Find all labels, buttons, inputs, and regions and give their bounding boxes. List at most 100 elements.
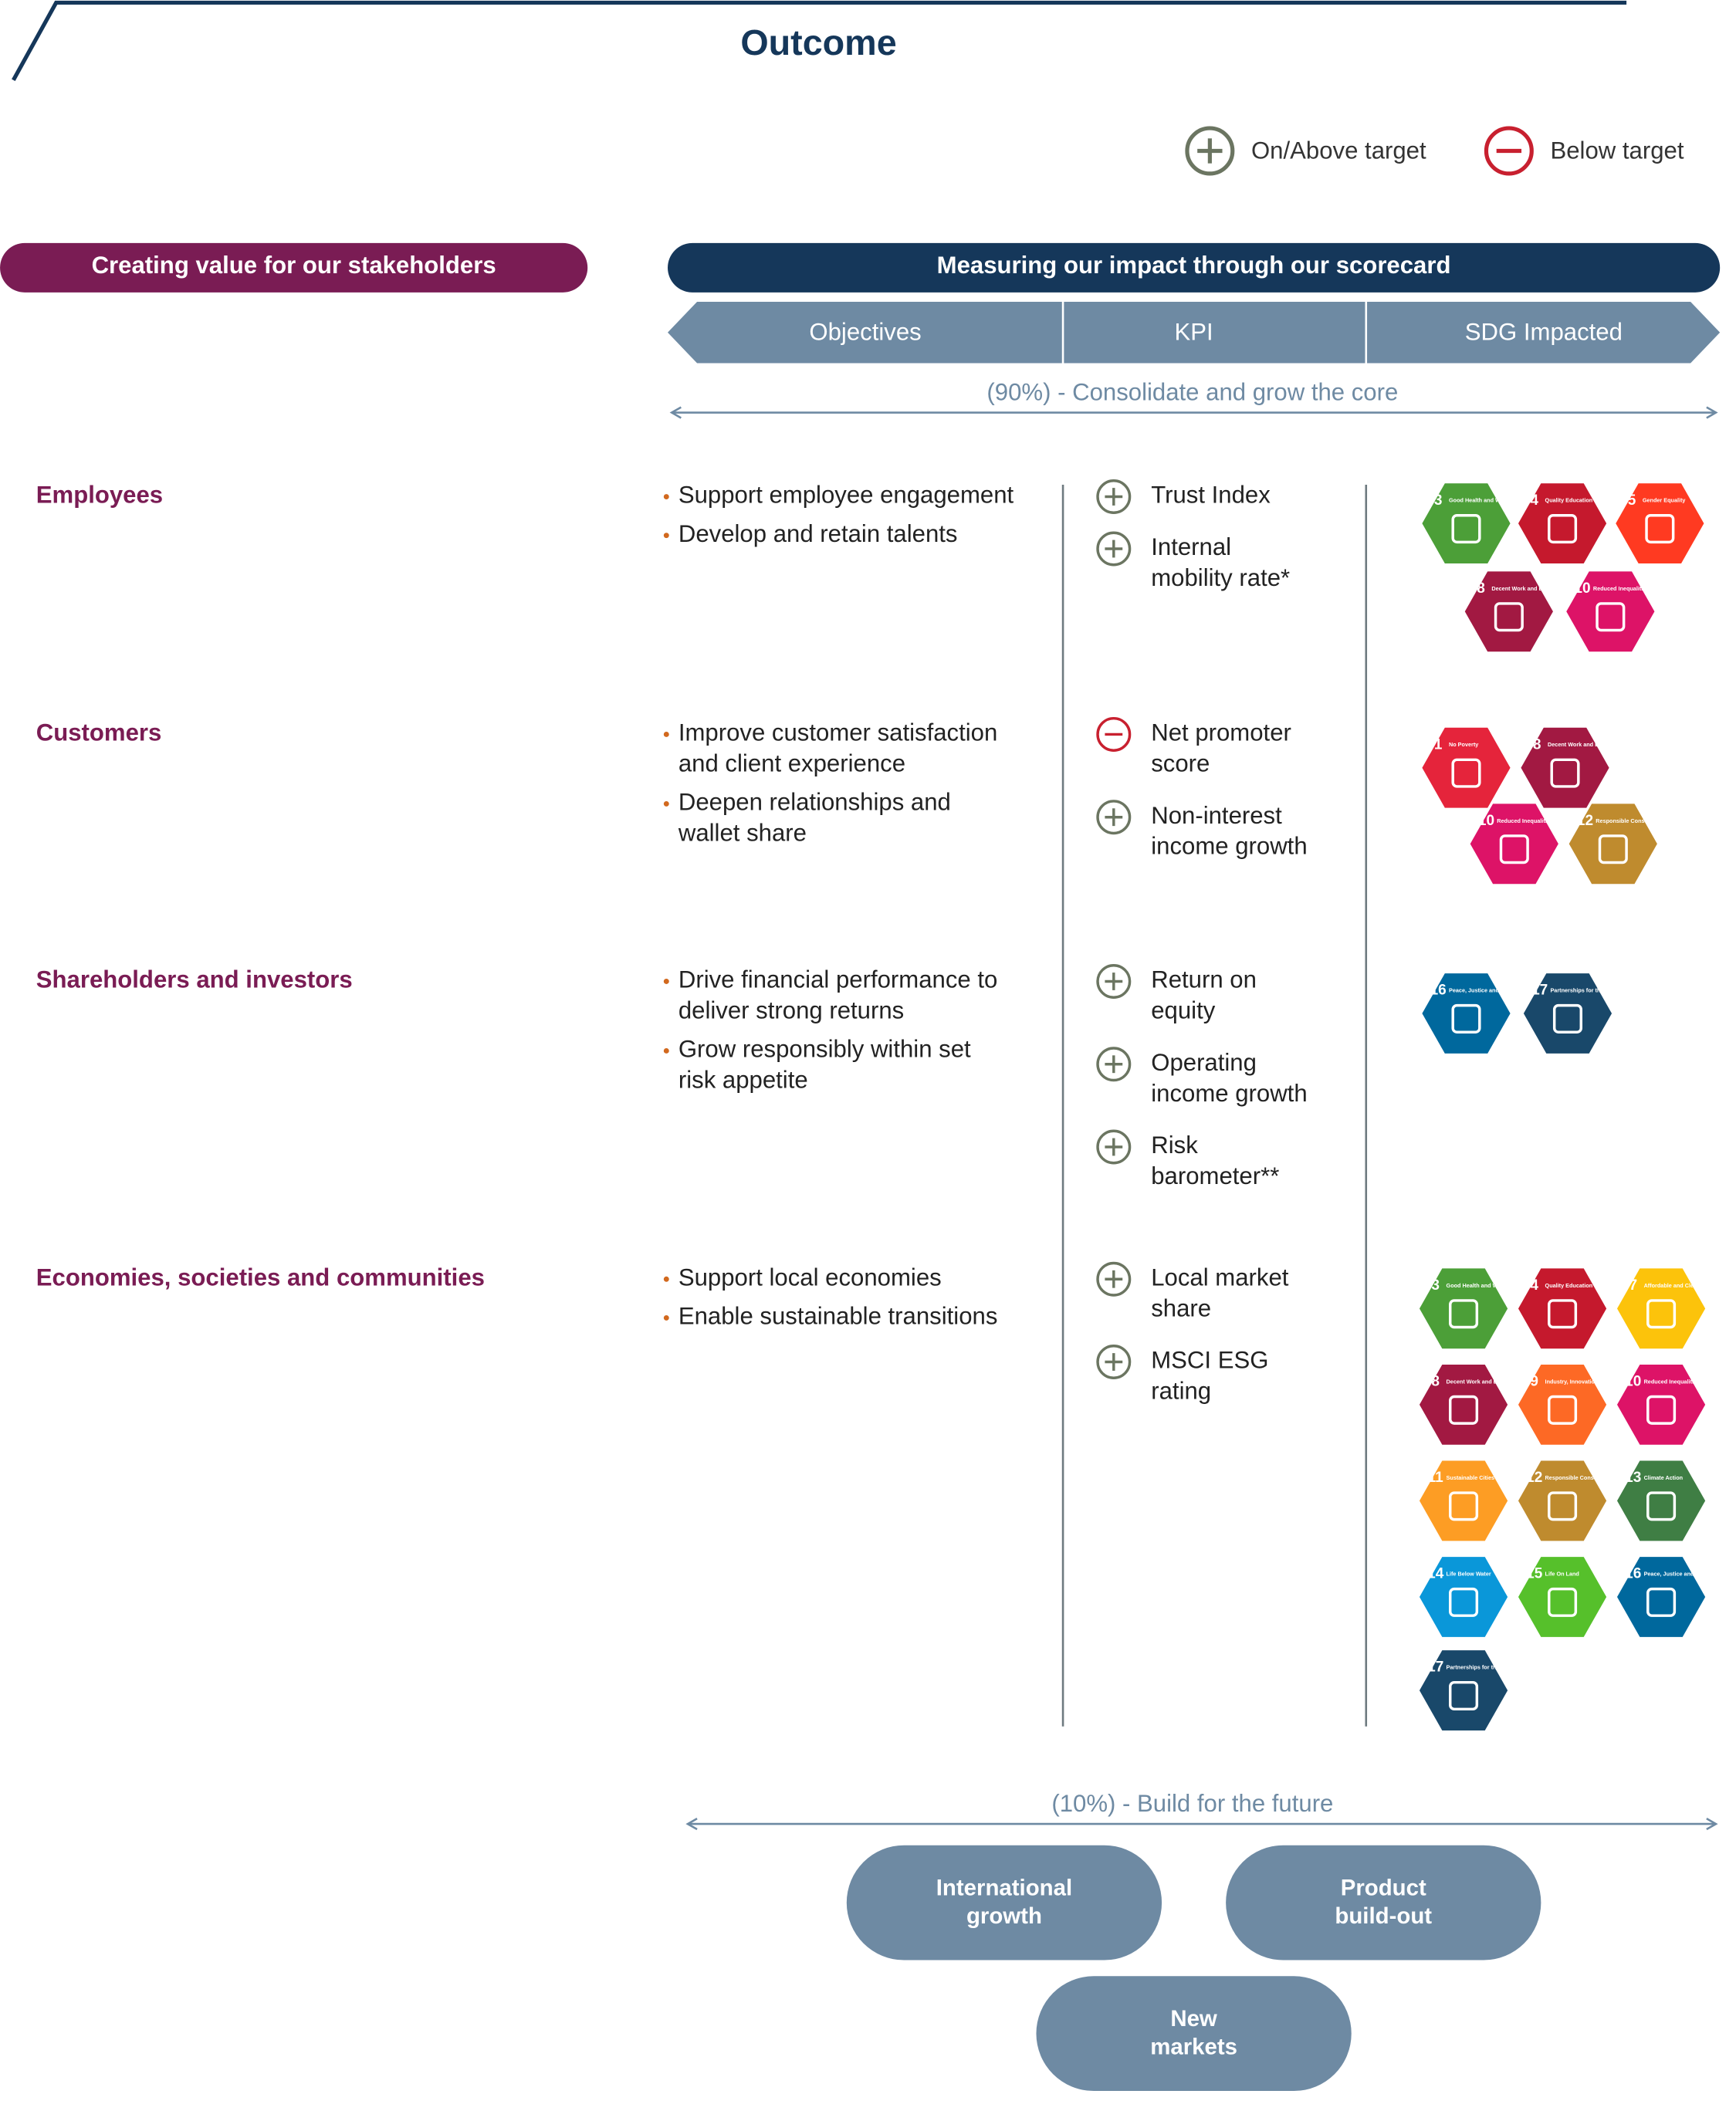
sdg-number: 3 bbox=[1431, 1277, 1440, 1294]
sdg-hexagon: 15 Life On Land bbox=[1518, 1557, 1607, 1637]
sdg-shape bbox=[1518, 1268, 1607, 1349]
sdg-hexagon: 1 No Poverty bbox=[1422, 727, 1511, 808]
sdg-number: 13 bbox=[1625, 1470, 1641, 1486]
sdg-shape bbox=[1470, 803, 1558, 885]
kpi-text: Operating bbox=[1151, 1049, 1257, 1076]
sdg-glyph bbox=[1449, 1680, 1479, 1711]
sdg-glyph bbox=[1596, 602, 1626, 632]
sdg-shape bbox=[1422, 973, 1511, 1054]
kpi-text: Local market bbox=[1151, 1264, 1289, 1291]
future-label: (10%) - Build for the future bbox=[1051, 1790, 1333, 1817]
sdg-hexagon: 5 Gender Equality bbox=[1616, 483, 1704, 564]
sdg-number: 9 bbox=[1530, 1373, 1538, 1389]
objective-text: Grow responsibly within set bbox=[678, 1036, 971, 1063]
kpi-text: equity bbox=[1151, 996, 1215, 1023]
top-rule bbox=[12, 0, 1627, 82]
sdg-glyph bbox=[1548, 1299, 1578, 1329]
objective-text: deliver strong returns bbox=[678, 996, 904, 1023]
sdg-name: No Poverty bbox=[1449, 741, 1478, 748]
sdg-shape bbox=[1518, 1364, 1607, 1445]
sdg-name: Partnerships for the Goals bbox=[1447, 1664, 1517, 1671]
sdg-number: 8 bbox=[1477, 580, 1485, 597]
sdg-name: Affordable and Clean Energy bbox=[1644, 1282, 1721, 1289]
bullet bbox=[663, 1314, 669, 1321]
kpi-text: MSCI ESG bbox=[1151, 1347, 1268, 1374]
sdg-name: Sustainable Cities and Communities bbox=[1447, 1474, 1543, 1481]
sdg-glyph bbox=[1451, 514, 1481, 544]
objective-text: wallet share bbox=[678, 819, 807, 846]
sdg-shape bbox=[1419, 1364, 1508, 1445]
minus-icon bbox=[1096, 716, 1132, 752]
plus-icon bbox=[1096, 1261, 1132, 1297]
sdg-hexagon: 16 Peace, Justice and Strong Institutions bbox=[1422, 973, 1550, 1054]
minus-icon bbox=[1484, 126, 1534, 176]
sdg-glyph bbox=[1451, 758, 1481, 788]
sdg-hexagon: 13 Climate Action bbox=[1616, 1460, 1706, 1541]
future-pill bbox=[846, 1845, 1162, 1960]
objective-text: risk appetite bbox=[678, 1066, 808, 1093]
objective-text: Support employee engagement bbox=[678, 482, 1014, 509]
kpi-text: barometer** bbox=[1151, 1162, 1279, 1189]
objective-text: Improve customer satisfaction bbox=[678, 719, 997, 746]
sdg-number: 8 bbox=[1431, 1373, 1440, 1389]
sdg-glyph bbox=[1598, 834, 1628, 864]
kpi-text: Internal bbox=[1151, 533, 1231, 560]
sdg-name: Good Health and Well-being bbox=[1449, 497, 1524, 504]
sdg-shape bbox=[1566, 571, 1655, 652]
plus-icon bbox=[1096, 1129, 1132, 1165]
sdg-number: 4 bbox=[1530, 492, 1538, 509]
sdg-hexagon: 12 Responsible Consumption and Production bbox=[1568, 803, 1709, 885]
sdg-glyph bbox=[1548, 1395, 1578, 1425]
kpi-text: Non-interest bbox=[1151, 802, 1282, 829]
bullet bbox=[663, 731, 669, 737]
sdg-hexagon: 8 Decent Work and Economic Growth bbox=[1419, 1364, 1541, 1445]
sdg-hexagon: 10 Reduced Inequalities bbox=[1616, 1364, 1706, 1445]
sdg-hexagon: 3 Good Health and Well-being bbox=[1419, 1268, 1521, 1349]
sdg-shape bbox=[1616, 483, 1704, 564]
column-band bbox=[668, 301, 1721, 364]
objective-text: Deepen relationships and bbox=[678, 789, 951, 816]
sdg-hexagon: 16 Peace, Justice and Strong Institutions bbox=[1616, 1557, 1736, 1637]
sdg-name: Life On Land bbox=[1545, 1570, 1579, 1577]
sdg-hexagon: 8 Decent Work and Economic Growth bbox=[1464, 571, 1587, 652]
sdg-shape bbox=[1616, 1460, 1706, 1541]
plus-icon bbox=[1096, 800, 1132, 835]
legend-label: On/Above target bbox=[1251, 137, 1426, 164]
plus-icon bbox=[1096, 1047, 1132, 1082]
core-label: (90%) - Consolidate and grow the core bbox=[986, 379, 1398, 406]
sdg-hexagon: 17 Partnerships for the Goals bbox=[1523, 973, 1621, 1054]
plus-icon bbox=[1096, 531, 1132, 567]
stakeholder-name: Economies, societies and communities bbox=[36, 1264, 485, 1291]
sdg-glyph bbox=[1646, 1299, 1677, 1329]
sdg-shape bbox=[1518, 483, 1607, 564]
sdg-name: Partnerships for the Goals bbox=[1550, 987, 1620, 994]
sdg-shape bbox=[1616, 1557, 1706, 1637]
sdg-name: Decent Work and Economic Growth bbox=[1447, 1378, 1541, 1385]
future-text: build-out bbox=[1335, 1903, 1432, 1929]
sdg-shape bbox=[1568, 803, 1657, 885]
bullet bbox=[663, 533, 669, 539]
sdg-hexagon: 10 Reduced Inequalities bbox=[1470, 803, 1558, 885]
sdg-number: 10 bbox=[1574, 580, 1590, 597]
column-header: KPI bbox=[1175, 319, 1213, 346]
column-header: SDG Impacted bbox=[1465, 319, 1623, 346]
sdg-shape bbox=[1464, 571, 1553, 652]
kpi-text: Net promoter bbox=[1151, 719, 1291, 746]
objective-text: Support local economies bbox=[678, 1264, 942, 1291]
sdg-number: 15 bbox=[1526, 1566, 1543, 1582]
sdg-name: Life Below Water bbox=[1447, 1570, 1491, 1577]
sdg-glyph bbox=[1499, 834, 1529, 864]
sdg-glyph bbox=[1449, 1491, 1479, 1521]
sdg-number: 12 bbox=[1577, 813, 1593, 829]
sdg-glyph bbox=[1449, 1395, 1479, 1425]
objective-text: Drive financial performance to bbox=[678, 966, 997, 993]
kpi-text: score bbox=[1151, 749, 1210, 776]
sdg-name: Decent Work and Economic Growth bbox=[1491, 585, 1586, 592]
sdg-shape bbox=[1518, 1460, 1607, 1541]
sdg-number: 17 bbox=[1427, 1659, 1443, 1676]
sdg-glyph bbox=[1645, 514, 1675, 544]
sdg-glyph bbox=[1548, 514, 1578, 544]
bullet bbox=[663, 979, 669, 984]
kpi-text: Trust Index bbox=[1151, 482, 1271, 509]
